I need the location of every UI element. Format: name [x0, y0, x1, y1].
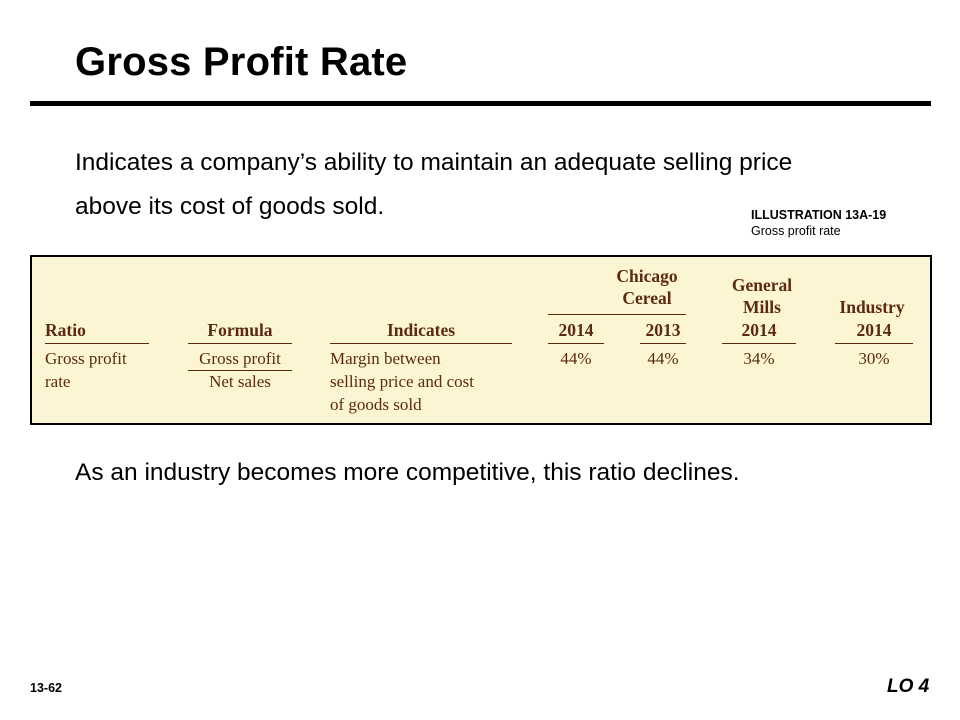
header-chicago-2014: 2014: [558, 320, 594, 340]
cell-formula: Gross profit Net sales: [188, 347, 292, 393]
ratio-table: Chicago Cereal General Mills Industry Ra…: [30, 255, 932, 425]
underline-indicates: [330, 343, 512, 344]
header-industry-2014: 2014: [856, 320, 892, 340]
cell-general-2014: 34%: [743, 349, 775, 368]
group-underline-chicago: [548, 314, 686, 315]
cell-indicates: Margin between selling price and cost of…: [330, 347, 474, 416]
header-industry: Industry: [839, 297, 905, 317]
underline-industry-2014: [835, 343, 913, 344]
underline-chicago-2014: [548, 343, 604, 344]
cell-chicago-2013: 44%: [647, 349, 679, 368]
intro-text: Indicates a company’s ability to maintai…: [75, 149, 793, 220]
formula-numerator: Gross profit: [199, 349, 281, 368]
group-header-chicago-cereal: Chicago Cereal: [562, 265, 732, 309]
cell-ratio-line2: rate: [45, 372, 71, 391]
group-header-chicago-line2: Cereal: [622, 288, 672, 308]
header-general-2014: 2014: [741, 320, 777, 340]
cell-ratio: Gross profit rate: [45, 347, 127, 393]
cell-industry-2014: 30%: [858, 349, 890, 368]
cell-ratio-line1: Gross profit: [45, 349, 127, 368]
group-header-general-line2: Mills: [743, 297, 781, 317]
title-divider: [30, 101, 931, 106]
header-formula: Formula: [207, 320, 273, 340]
cell-indicates-line1: Margin between: [330, 349, 441, 368]
header-ratio: Ratio: [45, 320, 86, 340]
illustration-caption: ILLUSTRATION 13A-19 Gross profit rate: [751, 207, 886, 239]
underline-general-2014: [722, 343, 796, 344]
cell-indicates-line2: selling price and cost: [330, 372, 474, 391]
underline-ratio: [45, 343, 149, 344]
cell-chicago-2014: 44%: [560, 349, 592, 368]
header-indicates: Indicates: [386, 320, 456, 340]
underline-formula: [188, 343, 292, 344]
group-header-chicago-line1: Chicago: [616, 266, 678, 286]
conclusion-text: As an industry becomes more competitive,…: [75, 459, 740, 486]
illustration-title: Gross profit rate: [751, 224, 841, 238]
cell-indicates-line3: of goods sold: [330, 395, 422, 414]
learning-objective: LO 4: [887, 676, 930, 697]
formula-fraction-bar: [188, 370, 292, 371]
formula-denominator: Net sales: [209, 372, 271, 391]
slide-number: 13-62: [30, 681, 62, 695]
group-header-general-line1: General: [731, 275, 793, 295]
group-header-general-mills: General Mills: [712, 274, 812, 318]
slide-title: Gross Profit Rate: [75, 40, 408, 84]
illustration-label: ILLUSTRATION 13A-19: [751, 208, 887, 222]
underline-chicago-2013: [640, 343, 686, 344]
header-chicago-2013: 2013: [645, 320, 681, 340]
